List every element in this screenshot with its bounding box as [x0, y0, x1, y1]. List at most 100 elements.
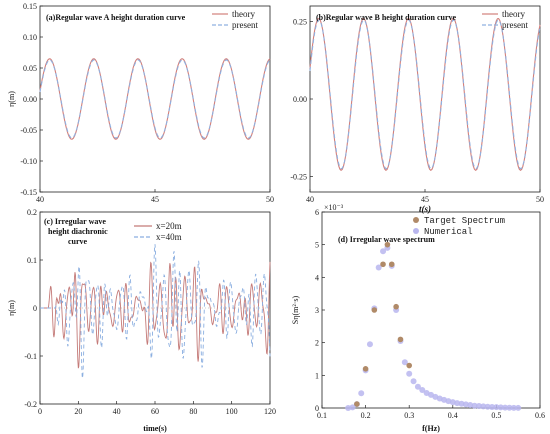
legend-label-d-1: Numerical	[424, 227, 473, 237]
exponent-label-d: ×10⁻³	[324, 203, 344, 212]
y-tick-label-a: 0.15	[23, 2, 37, 11]
x-axis-label-b: t(s)	[419, 204, 431, 214]
y-tick-label-a: -0.05	[20, 126, 37, 135]
y-tick-label-c: -0.2	[24, 400, 37, 409]
numerical-point	[401, 359, 408, 366]
numerical-point	[497, 404, 504, 411]
numerical-point	[375, 264, 382, 271]
legend-marker-d-0	[413, 217, 419, 223]
target-point	[406, 362, 413, 369]
x-axis-label-d: f(Hz)	[422, 424, 440, 433]
y-tick-label-b: -0.25	[290, 173, 307, 182]
x-tick-label-d: 0.6	[535, 411, 545, 420]
legend-label-c-0: x=20m	[156, 221, 182, 231]
numerical-point	[419, 387, 426, 394]
y-tick-label-c: 0	[33, 304, 37, 313]
x-tick-label-b: 40	[306, 195, 314, 204]
panel-title-c-line2: height diachronic	[48, 227, 108, 236]
numerical-point	[493, 404, 500, 411]
legend-label-d-0: Target Spectrum	[424, 216, 505, 226]
y-axis-label-d: Sη(m²·s)	[291, 295, 300, 324]
x-axis-label-c: time(s)	[143, 424, 167, 433]
y-tick-label-b: 0.00	[293, 95, 307, 104]
numerical-point	[475, 403, 482, 410]
legend-label-b-1: present	[502, 20, 528, 30]
numerical-point	[358, 390, 365, 397]
legend-label-a-0: theory	[232, 9, 255, 19]
y-tick-label-a: 0.00	[23, 95, 37, 104]
x-tick-label-b: 50	[536, 195, 544, 204]
y-tick-label-c: 0.1	[27, 256, 37, 265]
x-tick-label-b: 45	[421, 195, 429, 204]
legend-label-b-0: theory	[502, 9, 525, 19]
x-tick-label-d: 0.2	[361, 411, 371, 420]
y-tick-label-d: 2	[315, 339, 319, 348]
y-tick-label-a: 0.05	[23, 64, 37, 73]
x-tick-label-d: 0.5	[491, 411, 501, 420]
y-tick-label-a: 0.10	[23, 33, 37, 42]
y-tick-label-c: 0.2	[27, 208, 37, 217]
target-point	[397, 336, 404, 343]
series-line-c-1	[40, 244, 271, 379]
x-tick-label-c: 0	[38, 407, 42, 416]
numerical-point	[515, 404, 522, 411]
y-tick-label-a: -0.10	[20, 157, 37, 166]
panel-title-c: (c) Irregular wave	[44, 217, 106, 226]
numerical-point	[489, 404, 496, 411]
panel-title-d: (d) Irregular wave spectrum	[338, 235, 435, 244]
target-point	[371, 307, 378, 313]
x-tick-label-c: 60	[151, 407, 159, 416]
numerical-point	[406, 370, 413, 377]
numerical-point	[366, 341, 373, 348]
target-point	[380, 261, 386, 268]
x-tick-label-a: 40	[36, 195, 44, 204]
numerical-point	[349, 404, 356, 411]
y-tick-label-d: 4	[315, 273, 319, 282]
plot-frame-a	[39, 5, 271, 193]
legend-label-c-1: x=40m	[156, 232, 182, 242]
numerical-point	[471, 402, 478, 409]
target-point	[384, 241, 391, 248]
x-tick-label-d: 0.1	[317, 411, 327, 420]
y-tick-label-b: 0.25	[293, 18, 307, 27]
series-line-c-0	[40, 261, 271, 369]
legend-label-a-1: present	[232, 20, 258, 30]
series-line-b-present	[309, 19, 541, 170]
y-axis-label-a: η(m)	[7, 91, 16, 107]
numerical-point	[502, 404, 509, 411]
target-point	[354, 401, 360, 407]
x-tick-label-a: 50	[266, 195, 274, 204]
y-tick-label-c: -0.1	[24, 352, 37, 361]
y-tick-label-d: 0	[315, 404, 319, 413]
x-tick-label-c: 40	[113, 407, 121, 416]
target-point	[388, 261, 395, 268]
y-tick-label-a: -0.15	[20, 188, 37, 197]
x-tick-label-c: 100	[226, 407, 238, 416]
numerical-point	[410, 378, 417, 385]
x-tick-label-a: 45	[151, 195, 159, 204]
numerical-point	[506, 404, 513, 411]
legend-marker-d-1	[413, 228, 419, 234]
y-tick-label-d: 3	[315, 306, 319, 315]
panel-title-c-line3: curve	[68, 237, 88, 246]
y-axis-label-c: η(m)	[7, 300, 16, 316]
target-point	[393, 303, 399, 310]
numerical-point	[414, 383, 421, 390]
y-tick-label-d: 6	[315, 208, 319, 217]
numerical-point	[380, 248, 387, 255]
target-point	[362, 366, 369, 372]
y-tick-label-d: 5	[315, 241, 319, 250]
x-tick-label-c: 80	[189, 407, 197, 416]
x-tick-label-c: 20	[74, 407, 82, 416]
x-tick-label-d: 0.4	[448, 411, 458, 420]
x-tick-label-c: 120	[264, 407, 276, 416]
numerical-point	[510, 404, 517, 411]
numerical-point	[484, 403, 491, 410]
panel-title-a: (a)Regular wave A height duration curve	[46, 13, 186, 22]
x-tick-label-d: 0.3	[404, 411, 414, 420]
y-tick-label-d: 1	[315, 371, 319, 380]
series-line-a-present	[39, 59, 271, 139]
panel-title-b: (b)Regular wave B height duration curve	[316, 13, 457, 22]
numerical-point	[480, 403, 487, 410]
